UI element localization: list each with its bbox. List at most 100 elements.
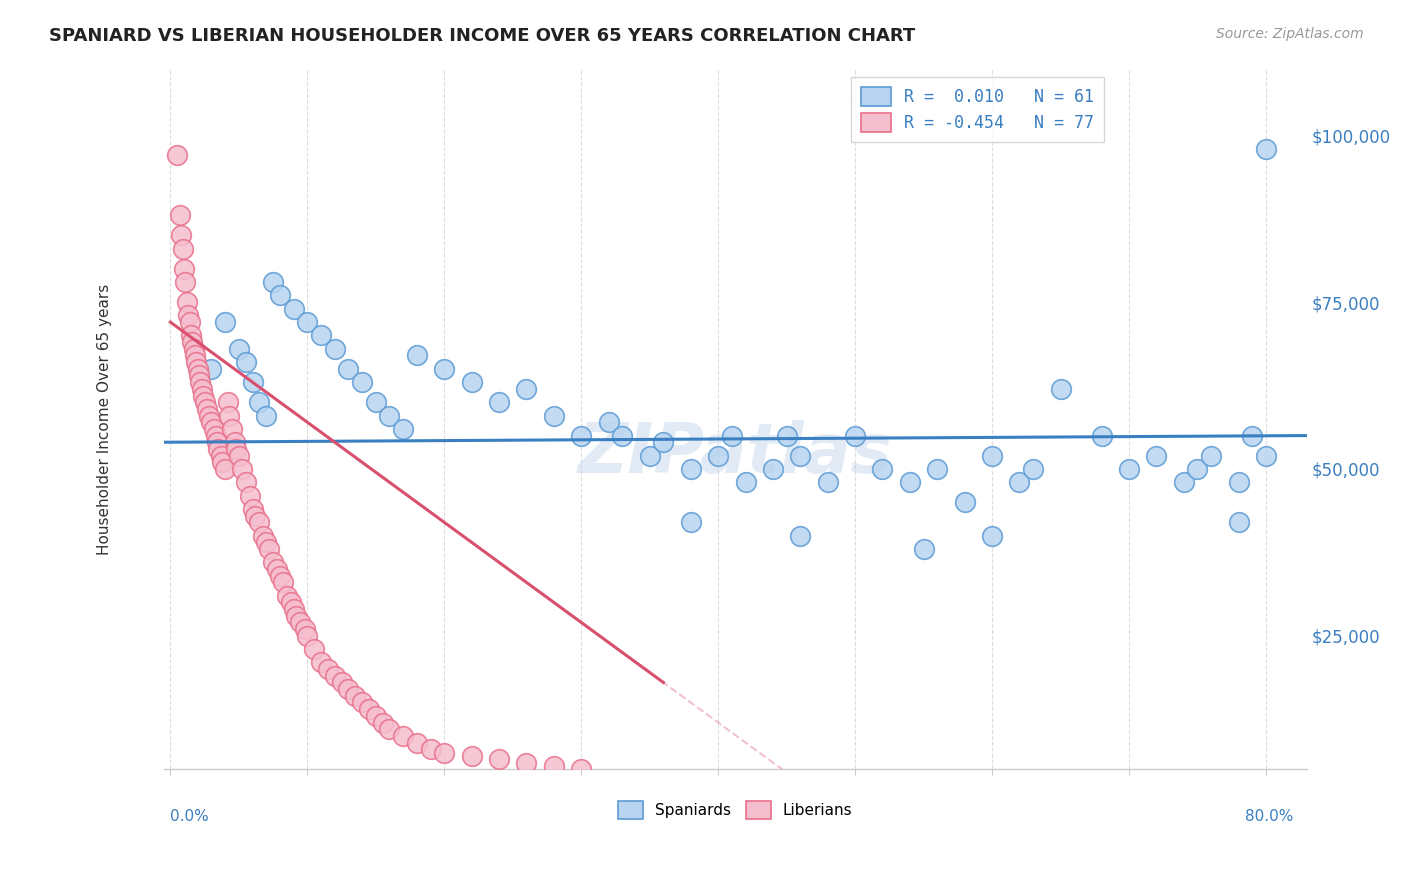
Point <box>181 335 204 350</box>
Text: 0.0%: 0.0% <box>170 809 209 824</box>
Point <box>1173 475 1195 490</box>
Point <box>981 529 1004 543</box>
Point <box>612 428 634 442</box>
Point <box>1187 462 1209 476</box>
Point <box>177 309 200 323</box>
Point <box>352 696 374 710</box>
Point <box>235 475 257 490</box>
Point <box>207 442 229 456</box>
Point <box>169 208 191 222</box>
Point <box>679 462 702 476</box>
Point <box>598 415 620 429</box>
Point <box>912 541 935 556</box>
Point <box>364 395 387 409</box>
Point <box>218 409 240 423</box>
Point <box>188 368 211 383</box>
Point <box>316 662 339 676</box>
Point <box>221 422 243 436</box>
Point <box>378 722 401 736</box>
Point <box>262 555 284 569</box>
Point <box>927 462 949 476</box>
Point <box>330 675 353 690</box>
Point <box>488 752 510 766</box>
Point <box>344 689 367 703</box>
Point <box>721 428 744 442</box>
Point <box>228 449 250 463</box>
Point <box>1227 475 1250 490</box>
Point <box>638 449 661 463</box>
Point <box>285 608 308 623</box>
Point <box>214 462 236 476</box>
Point <box>271 575 294 590</box>
Point <box>231 462 253 476</box>
Point <box>1049 382 1071 396</box>
Text: Source: ZipAtlas.com: Source: ZipAtlas.com <box>1216 27 1364 41</box>
Point <box>323 342 346 356</box>
Point <box>197 409 219 423</box>
Point <box>174 275 197 289</box>
Point <box>166 148 188 162</box>
Point <box>323 669 346 683</box>
Point <box>652 435 675 450</box>
Point <box>254 535 277 549</box>
Point <box>543 759 565 773</box>
Point <box>371 715 394 730</box>
Point <box>378 409 401 423</box>
Point <box>707 449 730 463</box>
Point <box>488 395 510 409</box>
Point <box>239 489 262 503</box>
Point <box>283 602 305 616</box>
Point <box>337 682 360 697</box>
Point <box>433 361 456 376</box>
Point <box>294 622 316 636</box>
Point <box>789 529 811 543</box>
Point <box>191 382 214 396</box>
Point <box>217 395 239 409</box>
Point <box>789 449 811 463</box>
Point <box>419 742 441 756</box>
Point <box>405 349 427 363</box>
Point <box>309 328 332 343</box>
Point <box>242 502 264 516</box>
Point <box>257 541 280 556</box>
Point <box>283 301 305 316</box>
Point <box>252 529 274 543</box>
Point <box>1022 462 1045 476</box>
Point <box>211 455 233 469</box>
Point <box>364 709 387 723</box>
Point <box>254 409 277 423</box>
Point <box>193 388 215 402</box>
Point <box>179 315 201 329</box>
Point <box>204 428 226 442</box>
Point <box>515 382 537 396</box>
Point <box>200 415 222 429</box>
Point <box>392 422 415 436</box>
Point <box>276 589 298 603</box>
Point <box>190 375 212 389</box>
Point <box>195 401 218 416</box>
Point <box>734 475 756 490</box>
Point <box>337 361 360 376</box>
Point <box>186 355 208 369</box>
Point <box>898 475 921 490</box>
Point <box>352 375 374 389</box>
Point <box>953 495 976 509</box>
Point <box>844 428 866 442</box>
Point <box>515 756 537 770</box>
Text: ZIPatlas: ZIPatlas <box>578 420 893 487</box>
Point <box>247 395 270 409</box>
Text: 80.0%: 80.0% <box>1244 809 1294 824</box>
Point <box>405 735 427 749</box>
Point <box>269 288 291 302</box>
Point <box>209 449 232 463</box>
Point <box>202 422 225 436</box>
Point <box>187 361 209 376</box>
Point <box>460 375 482 389</box>
Point <box>569 762 592 776</box>
Text: SPANIARD VS LIBERIAN HOUSEHOLDER INCOME OVER 65 YEARS CORRELATION CHART: SPANIARD VS LIBERIAN HOUSEHOLDER INCOME … <box>49 27 915 45</box>
Text: Householder Income Over 65 years: Householder Income Over 65 years <box>97 284 111 555</box>
Point <box>1241 428 1264 442</box>
Point <box>1199 449 1222 463</box>
Point <box>172 242 194 256</box>
Point <box>280 595 302 609</box>
